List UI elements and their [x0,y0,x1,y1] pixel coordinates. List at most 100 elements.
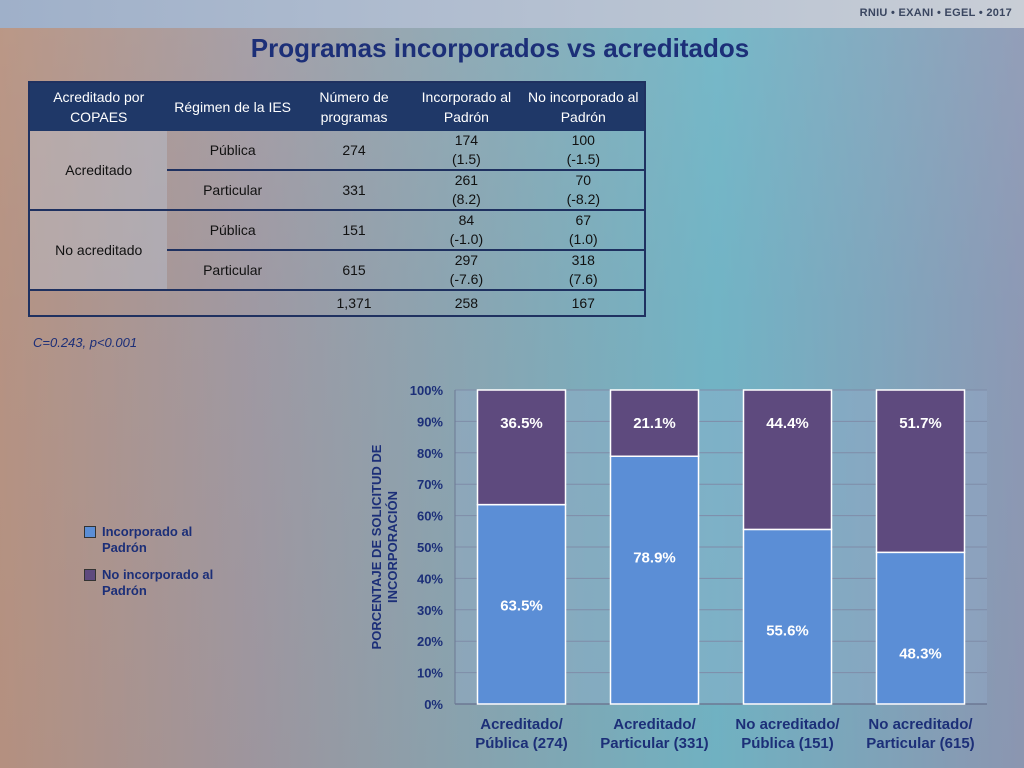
y-tick-label: 10% [417,666,443,681]
no-incorporado-cell: 318 (7.6) [523,250,645,290]
no-incorporado-cell: 100 (-1.5) [522,131,645,171]
y-axis-title-line: PORCENTAJE DE SOLICITUD DE [369,444,384,649]
residual: (-1.5) [566,151,601,167]
x-category-label-line: Pública (151) [741,735,834,752]
regimen-cell: Pública [167,209,298,251]
count: 297 [454,252,479,268]
incorporado-cell: 84 (-1.0) [410,209,523,251]
table-header-row: Acreditado por COPAES Régimen de la IES … [29,82,645,131]
residual: (-7.6) [449,271,484,287]
header-cell: Régimen de la IES [167,82,298,131]
programas-cell: 615 [342,261,366,278]
data-label: 78.9% [633,549,676,566]
bar-incorporado [742,528,833,705]
table-row: Particular 331 261 (8.2) 70 (-8.2) [29,170,645,210]
regimen-cell: Particular [203,181,263,198]
count: 84 [458,212,475,228]
empty-cell [167,289,298,316]
brand-text: RNIU • EXANI • EGEL • 2017 [859,7,1012,19]
bar-no-incorporado [742,389,833,531]
y-axis-title-line: INCORPORACIÓN [385,491,400,603]
x-category-label: No acreditado/Pública (151) [735,716,840,752]
table-row: Acreditado Pública 274 174 (1.5) 100 (-1.5… [29,131,645,210]
no-incorporado-cell: 70 (-8.2) [523,170,645,210]
legend-swatch [84,569,96,581]
data-label: 63.5% [500,598,543,615]
count: 174 [454,132,479,148]
table-row: No acreditado Pública 151 84 (-1.0) 67 (1.… [29,209,645,290]
regimen-cell: Particular [203,261,263,278]
y-tick-label: 100% [410,383,444,398]
data-table: Acreditado por COPAES Régimen de la IES … [28,81,646,317]
bar-no-incorporado [476,389,567,506]
bar-incorporado [875,551,966,705]
x-category-label-line: No acreditado/ [735,716,840,733]
y-tick-label: 40% [417,571,443,586]
data-label: 55.6% [766,622,809,639]
y-tick-label: 30% [417,603,443,618]
count: 261 [454,172,479,188]
residual: (-8.2) [566,191,601,207]
header-cell: Incorporado al Padrón [410,82,523,131]
table-row: Particular 615 297 (-7.6) 318 (7.6) [29,250,645,290]
total-programas: 1,371 [297,289,411,316]
x-category-label-line: Pública (274) [475,735,568,752]
regimen-cell: Pública [167,131,298,171]
x-category-label: No acreditado/Particular (615) [866,716,974,752]
legend-item-no-incorporado: No incorporado al Padrón [84,567,222,599]
y-tick-label: 20% [417,634,443,649]
bar-no-incorporado [875,389,966,554]
residual: (7.6) [568,271,598,287]
chart-legend: Incorporado al Padrón No incorporado al … [84,524,222,610]
header-cell: No incorporado al Padrón [522,82,645,131]
y-tick-label: 60% [417,509,443,524]
x-category-label-line: Particular (331) [600,735,708,752]
residual: (1.0) [568,231,598,247]
y-tick-label: 80% [417,446,443,461]
data-label: 44.4% [766,415,809,432]
programas-cell: 151 [297,209,411,251]
count: 100 [571,132,595,148]
x-category-label-line: No acreditado/ [868,716,973,733]
count: 67 [575,212,592,228]
no-incorporado-cell: 67 (1.0) [522,209,645,251]
programas-cell: 274 [297,131,411,171]
x-category-label: Acreditado/Particular (331) [600,716,708,752]
programas-cell: 331 [342,181,366,198]
legend-label: No incorporado al Padrón [102,567,214,598]
data-label: 36.5% [500,415,543,432]
x-category-label-line: Acreditado/ [480,716,563,733]
top-bar: RNIU • EXANI • EGEL • 2017 [0,0,1024,28]
residual: (-1.0) [449,231,484,247]
legend-label: Incorporado al Padrón [102,524,193,555]
x-category-label: Acreditado/Pública (274) [475,716,568,752]
count: 70 [575,172,592,188]
total-incorporado: 258 [410,289,523,316]
data-label: 48.3% [899,645,942,662]
legend-item-incorporado: Incorporado al Padrón [84,524,222,556]
total-no-incorporado: 167 [522,289,645,316]
residual: (8.2) [452,191,481,207]
incorporado-cell: 174 (1.5) [410,131,523,171]
bar-incorporado [609,455,700,705]
totals-row: 1,371 258 167 [29,289,645,316]
header-cell: Acreditado por COPAES [29,82,168,131]
y-tick-label: 0% [424,697,443,712]
y-tick-label: 50% [417,540,443,555]
residual: (1.5) [452,151,481,167]
incorporado-cell: 261 (8.2) [410,170,522,210]
x-category-label-line: Acreditado/ [613,716,696,733]
group-label: Acreditado [29,131,168,210]
count: 318 [571,252,595,268]
group-label: No acreditado [29,209,168,290]
page-title: Programas incorporados vs acreditados [250,33,750,63]
incorporado-cell: 297 (-7.6) [410,250,522,290]
y-tick-label: 70% [417,477,443,492]
statistic-note: C=0.243, p<0.001 [33,335,138,350]
y-axis-title: PORCENTAJE DE SOLICITUD DEINCORPORACIÓN [369,444,400,649]
y-tick-label: 90% [417,414,443,429]
data-label: 21.1% [633,415,676,432]
x-category-label-line: Particular (615) [866,735,974,752]
legend-swatch [84,526,96,538]
